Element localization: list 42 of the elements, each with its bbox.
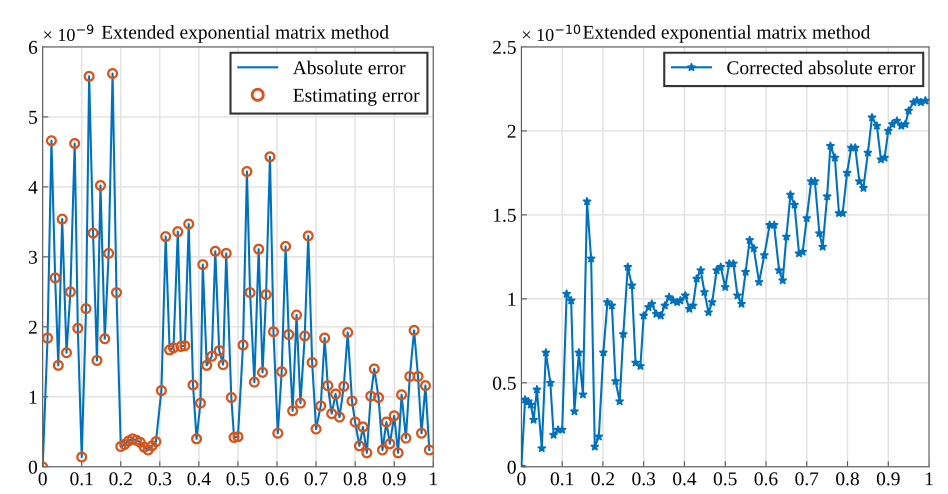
x-tick-label: 0.8 xyxy=(344,472,367,486)
y-tick-label: 1.5 xyxy=(494,208,516,222)
y-tick-label: 4 xyxy=(28,180,38,194)
x-tick-label: 0.5 xyxy=(226,472,250,486)
x-tick-label: 0.1 xyxy=(70,472,93,486)
x-tick-label: 0.2 xyxy=(109,472,132,486)
legend-label: Absolute error xyxy=(292,60,406,74)
y-tick-label: 0 xyxy=(28,460,38,474)
x-tick-label: 0.2 xyxy=(592,472,614,486)
y-tick-label: 2 xyxy=(508,124,516,138)
x-tick-label: 0.6 xyxy=(754,472,778,486)
text: × 10$^{−9}$ xyxy=(44,24,94,42)
x-tick-label: 0.6 xyxy=(266,472,289,486)
y-tick-label: 0 xyxy=(508,460,516,474)
x-tick-label: 0.4 xyxy=(673,472,696,486)
y-tick-label: 2.5 xyxy=(493,40,516,54)
x-tick-label: 0.7 xyxy=(795,472,818,486)
x-tick-label: 0.3 xyxy=(148,472,172,486)
x-tick-label: 1 xyxy=(926,472,933,486)
text: × 10$^{−10}$ xyxy=(522,24,580,42)
x-tick-label: 0.1 xyxy=(550,472,574,486)
x-tick-label: 0.4 xyxy=(187,472,211,486)
legend-label: Estimating error xyxy=(293,88,420,106)
y-tick-label: 1 xyxy=(508,292,516,306)
x-tick-label: 0.9 xyxy=(382,472,406,486)
x-tick-label: 0.7 xyxy=(304,472,328,486)
chart-title: Extended exponential matrix method xyxy=(102,25,389,43)
y-tick-label: 3 xyxy=(29,250,38,264)
y-tick-label: 5 xyxy=(29,110,38,124)
y-tick-label: 0.5 xyxy=(492,376,516,390)
x-tick-label: 0 xyxy=(38,472,47,486)
x-tick-label: 0.5 xyxy=(714,472,737,486)
chart-title: Extended exponential matrix method xyxy=(583,25,870,43)
x-tick-label: 0 xyxy=(517,472,526,486)
x-tick-label: 1 xyxy=(430,472,437,486)
y-tick-label: 6 xyxy=(28,40,38,54)
x-tick-label: 0.9 xyxy=(876,472,900,486)
x-tick-label: 0.3 xyxy=(632,472,656,486)
y-tick-label: 1 xyxy=(30,390,37,404)
legend-label: Corrected absolute error xyxy=(727,60,916,74)
x-tick-label: 0.8 xyxy=(836,472,859,486)
y-tick-label: 2 xyxy=(28,320,37,334)
